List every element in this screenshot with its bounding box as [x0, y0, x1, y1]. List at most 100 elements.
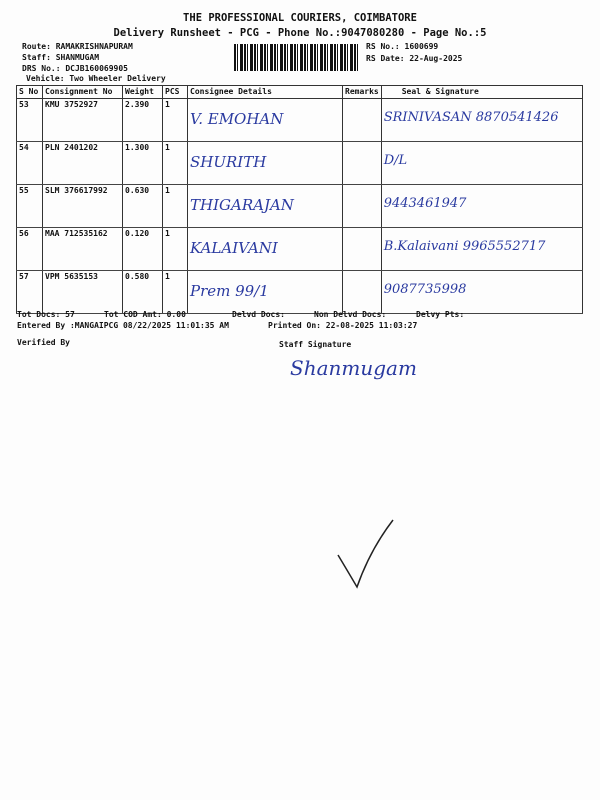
staff-signature: Shanmugam [290, 356, 417, 380]
table-row: 56 MAA 712535162 0.120 1 KALAIVANI B.Kalaivan… [16, 227, 584, 271]
cell-pcs: 1 [162, 184, 188, 228]
col-seal: Seal & Signature [380, 85, 584, 99]
cell-remarks [342, 184, 382, 228]
vehicle: Vehicle: Two Wheeler Delivery [26, 74, 166, 83]
cell-consignment-text: MAA 712535162 [45, 229, 108, 238]
cell-remarks [342, 270, 382, 314]
cell-consignee-text: SHURITH [190, 153, 267, 171]
check-mark [337, 519, 394, 589]
cell-seal-text: SRINIVASAN 8870541426 [383, 110, 559, 125]
drs-no: DRS No.: DCJB160069905 [22, 64, 128, 73]
col-sno: S No [16, 85, 43, 99]
cell-consignee-text: THIGARAJAN [190, 196, 294, 214]
cell-consignee: KALAIVANI [187, 227, 343, 271]
company-title: THE PROFESSIONAL COURIERS, COIMBATORE [183, 12, 417, 24]
cell-pcs: 1 [162, 270, 188, 314]
entered-by: Entered By :MANGAIPCG 08/22/2025 11:01:3… [17, 321, 229, 330]
cell-weight-text: 0.580 [125, 272, 150, 281]
runsheet-subtitle: Delivery Runsheet - PCG - Phone No.:9047… [113, 27, 487, 39]
cell-weight: 1.300 [122, 141, 163, 185]
cell-consignment-text: PLN 2401202 [45, 143, 98, 152]
cell-pcs-text: 1 [165, 143, 170, 152]
cell-weight-text: 0.120 [125, 229, 150, 238]
cell-pcs: 1 [162, 141, 188, 185]
col-consignee: Consignee Details [187, 85, 343, 99]
cell-pcs: 1 [162, 98, 188, 142]
cell-weight: 0.580 [122, 270, 163, 314]
staff: Staff: SHANMUGAM [22, 53, 100, 62]
cell-sno: 57 [16, 270, 43, 314]
cell-weight-text: 2.390 [125, 100, 150, 109]
cell-consignee: Prem 99/1 [187, 270, 343, 314]
cell-weight: 0.120 [122, 227, 163, 271]
col-weight: Weight [122, 85, 163, 99]
cell-remarks [342, 141, 382, 185]
cell-consignment: PLN 2401202 [42, 141, 123, 185]
cell-consignment-text: KMU 3752927 [45, 100, 98, 109]
cell-consignment-text: SLM 376617992 [45, 186, 108, 195]
cell-seal-text: 9087735998 [383, 282, 467, 297]
cell-sno-text: 55 [19, 186, 29, 195]
cell-seal: D/L [380, 141, 584, 185]
cell-weight-text: 0.630 [125, 186, 150, 195]
rs-no: RS No.: 1600699 [366, 42, 439, 51]
cell-seal: 9443461947 [380, 184, 584, 228]
cell-consignee: SHURITH [187, 141, 343, 185]
cell-pcs-text: 1 [165, 186, 170, 195]
cell-consignment: KMU 3752927 [42, 98, 123, 142]
cell-remarks [342, 227, 382, 271]
tot-cod: Tot COD Amt: 0.00 [104, 310, 186, 319]
cell-sno-text: 53 [19, 100, 29, 109]
cell-consignee-text: KALAIVANI [190, 239, 278, 257]
cell-consignment: MAA 712535162 [42, 227, 123, 271]
cell-pcs-text: 1 [165, 272, 170, 281]
col-remarks: Remarks [342, 85, 382, 99]
cell-weight-text: 1.300 [125, 143, 150, 152]
cell-consignee-text: V. EMOHAN [190, 110, 284, 128]
table-row: 55 SLM 376617992 0.630 1 THIGARAJAN 944346194… [16, 184, 584, 228]
cell-seal: B.Kalaivani 9965552717 [380, 227, 584, 271]
table-header: S No Consignment No Weight PCS Consignee… [16, 85, 584, 99]
cell-sno: 53 [16, 98, 43, 142]
table-row: 53 KMU 3752927 2.390 1 V. EMOHAN SRINIVASAN 8… [16, 98, 584, 142]
cell-consignment: VPM 5635153 [42, 270, 123, 314]
delvy-pts: Delvy Pts: [416, 310, 465, 319]
cell-seal-text: D/L [383, 153, 408, 168]
runsheet-table: S No Consignment No Weight PCS Consignee… [16, 85, 584, 314]
non-delvd-docs: Non Delvd Docs: [314, 310, 387, 319]
cell-pcs: 1 [162, 227, 188, 271]
cell-consignment: SLM 376617992 [42, 184, 123, 228]
barcode [234, 44, 360, 71]
cell-sno: 54 [16, 141, 43, 185]
cell-weight: 2.390 [122, 98, 163, 142]
cell-pcs-text: 1 [165, 229, 170, 238]
printed-on: Printed On: 22-08-2025 11:03:27 [268, 321, 418, 330]
cell-sno-text: 56 [19, 229, 29, 238]
rs-date: RS Date: 22-Aug-2025 [366, 54, 463, 63]
cell-seal-text: B.Kalaivani 9965552717 [383, 239, 546, 254]
cell-sno-text: 54 [19, 143, 29, 152]
cell-sno-text: 57 [19, 272, 29, 281]
cell-consignee: V. EMOHAN [187, 98, 343, 142]
staff-signature-label: Staff Signature [279, 340, 352, 349]
col-consignment: Consignment No [42, 85, 123, 99]
verified-by: Verified By [17, 338, 70, 347]
tot-docs: Tot Docs: 57 [17, 310, 75, 319]
cell-weight: 0.630 [122, 184, 163, 228]
table-row: 57 VPM 5635153 0.580 1 Prem 99/1 9087735998 [16, 270, 584, 314]
delvd-docs: Delvd Docs: [232, 310, 285, 319]
cell-seal: SRINIVASAN 8870541426 [380, 98, 584, 142]
cell-consignee: THIGARAJAN [187, 184, 343, 228]
cell-sno: 56 [16, 227, 43, 271]
route: Route: RAMAKRISHNAPURAM [22, 42, 133, 51]
cell-seal: 9087735998 [380, 270, 584, 314]
cell-consignment-text: VPM 5635153 [45, 272, 98, 281]
cell-consignee-text: Prem 99/1 [190, 282, 269, 300]
col-pcs: PCS [162, 85, 188, 99]
cell-remarks [342, 98, 382, 142]
cell-pcs-text: 1 [165, 100, 170, 109]
cell-seal-text: 9443461947 [383, 196, 467, 211]
table-row: 54 PLN 2401202 1.300 1 SHURITH D/L [16, 141, 584, 185]
cell-sno: 55 [16, 184, 43, 228]
